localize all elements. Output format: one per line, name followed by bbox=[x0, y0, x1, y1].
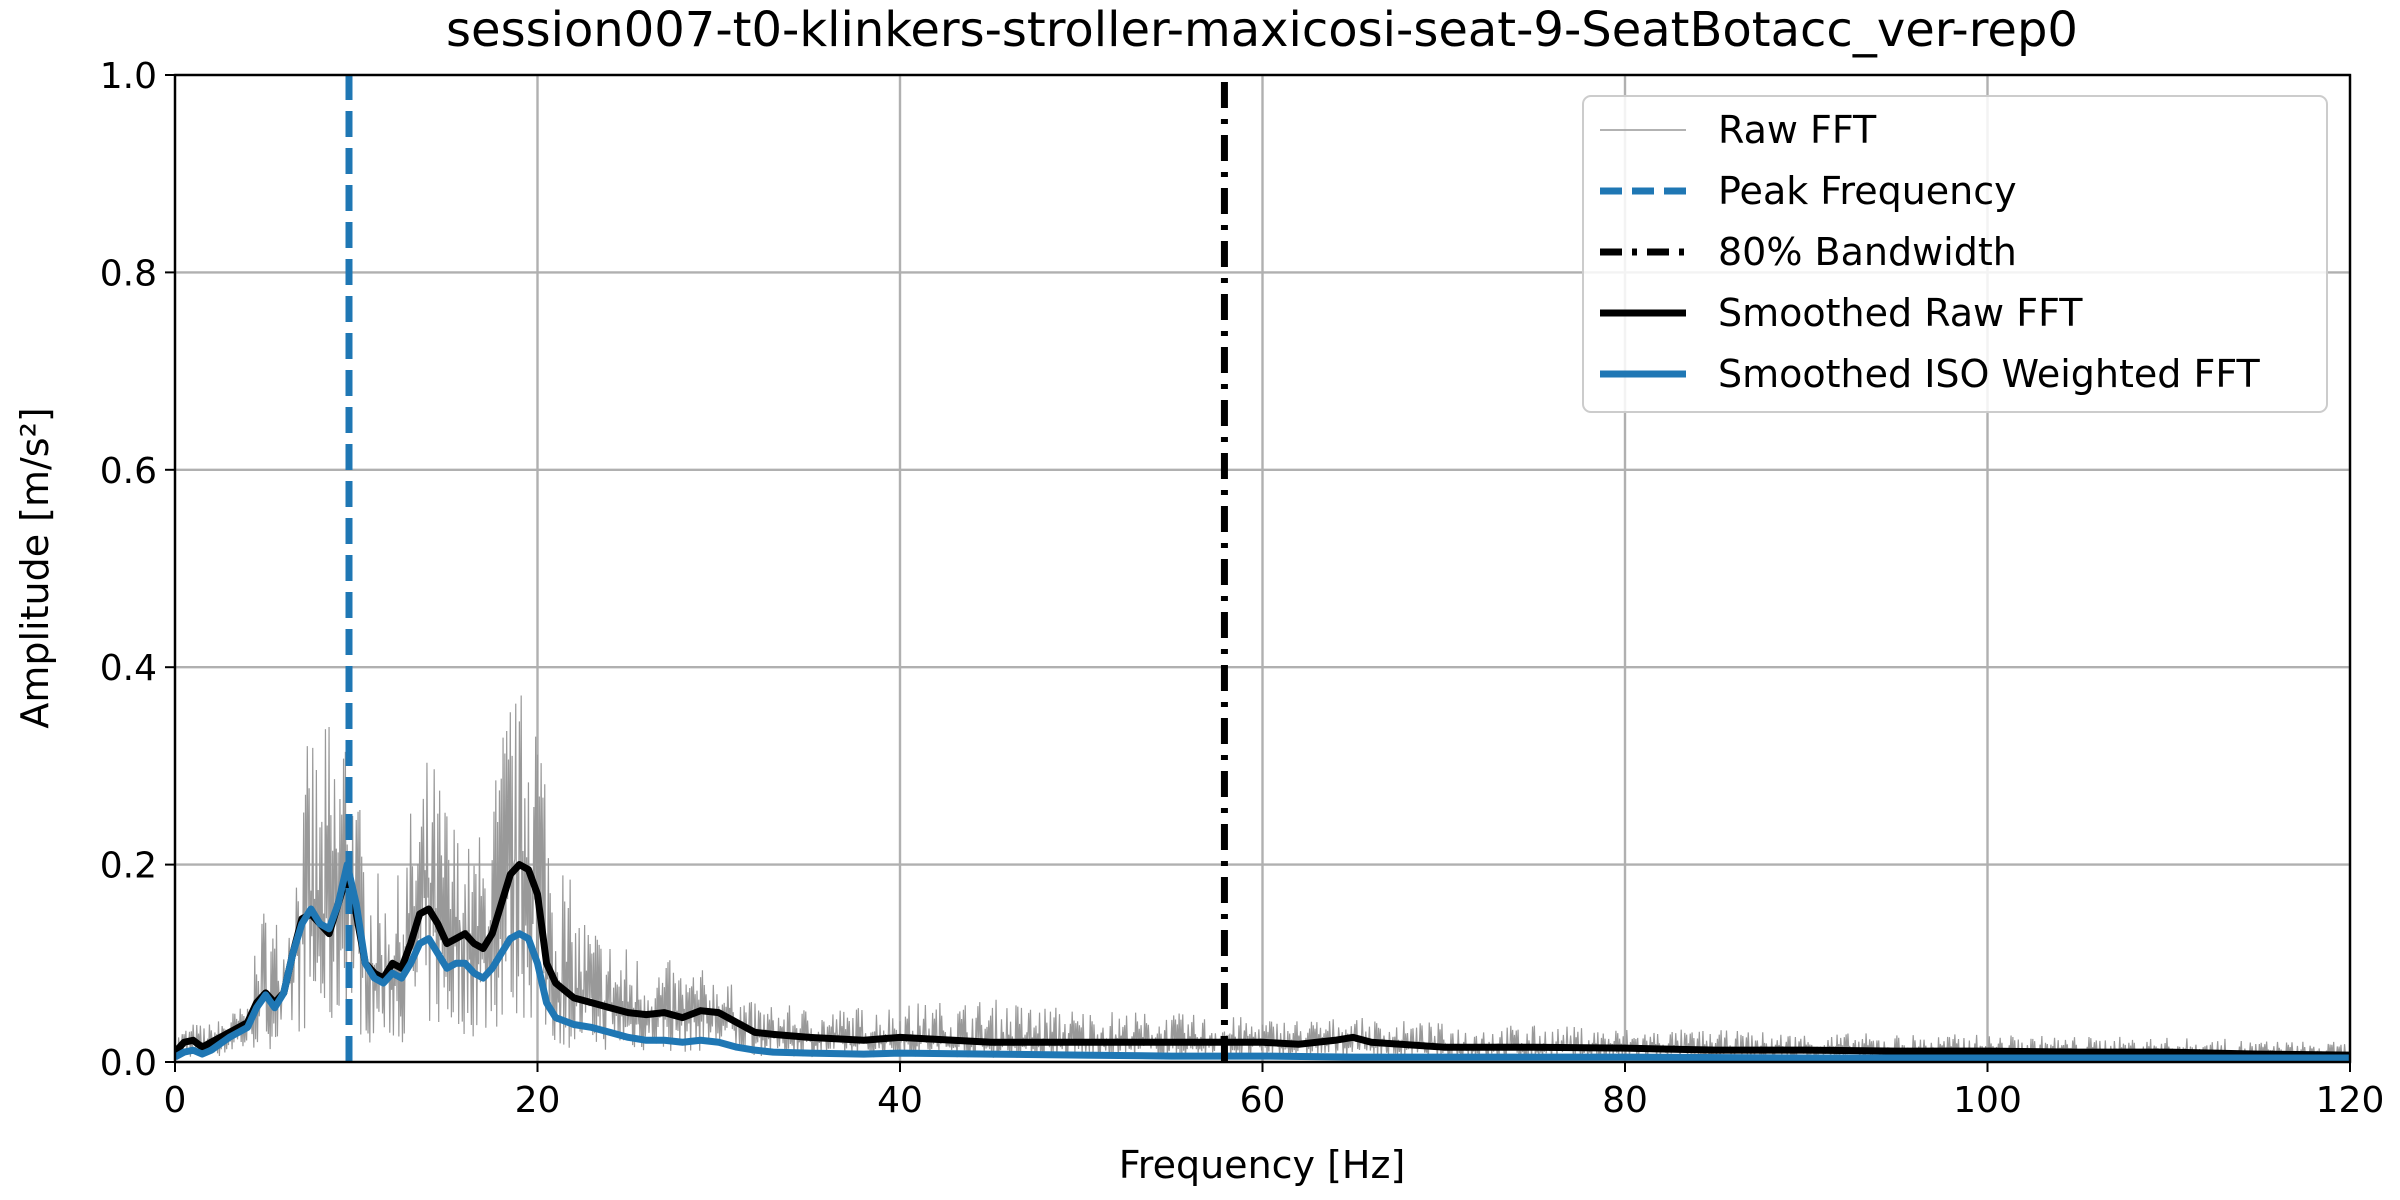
legend-peak-frequency-label: Peak Frequency bbox=[1718, 169, 2017, 213]
legend-80-bandwidth: 80% Bandwidth bbox=[1600, 230, 2017, 274]
y-axis-label: Amplitude [m/s²] bbox=[13, 407, 57, 728]
x-tick-label: 0 bbox=[164, 1080, 187, 1121]
legend: Raw FFT Peak Frequency 80% Bandwidth Smooth… bbox=[1582, 95, 2328, 413]
legend-peak-frequency: Peak Frequency bbox=[1600, 169, 2017, 213]
legend-80-bandwidth-label: 80% Bandwidth bbox=[1718, 230, 2017, 274]
legend-smoothed-raw-fft: Smoothed Raw FFT bbox=[1600, 291, 2083, 335]
ticks: 0 20 40 60 80 100 120 0.0 0.2 0.4 0.6 0.8 1.0 bbox=[100, 56, 2385, 1121]
data-layer bbox=[175, 75, 2350, 1062]
y-tick-label: 0.2 bbox=[100, 846, 157, 887]
x-tick-label: 100 bbox=[1953, 1080, 2022, 1121]
legend-raw-fft: Raw FFT bbox=[1600, 108, 1877, 152]
y-tick-label: 0.8 bbox=[100, 253, 157, 294]
legend-smoothed-iso-weighted-fft-label: Smoothed ISO Weighted FFT bbox=[1718, 352, 2261, 396]
y-tick-label: 0.0 bbox=[100, 1043, 157, 1084]
y-tick-label: 1.0 bbox=[100, 56, 157, 97]
smoothed-iso-weighted-fft-line bbox=[175, 861, 2350, 1062]
x-tick-label: 120 bbox=[2316, 1080, 2385, 1121]
legend-smoothed-raw-fft-label: Smoothed Raw FFT bbox=[1718, 291, 2083, 335]
chart-title: session007-t0-klinkers-stroller-maxicosi… bbox=[446, 2, 2078, 58]
legend-smoothed-iso-weighted-fft: Smoothed ISO Weighted FFT bbox=[1600, 352, 2261, 396]
x-tick-label: 40 bbox=[877, 1080, 923, 1121]
x-tick-label: 20 bbox=[515, 1080, 561, 1121]
x-tick-label: 60 bbox=[1240, 1080, 1286, 1121]
x-axis-label: Frequency [Hz] bbox=[1119, 1143, 1406, 1187]
x-tick-label: 80 bbox=[1602, 1080, 1648, 1121]
y-tick-label: 0.6 bbox=[100, 451, 157, 492]
legend-raw-fft-label: Raw FFT bbox=[1718, 108, 1877, 152]
y-tick-label: 0.4 bbox=[100, 648, 157, 689]
legend-frame bbox=[1582, 95, 2328, 413]
